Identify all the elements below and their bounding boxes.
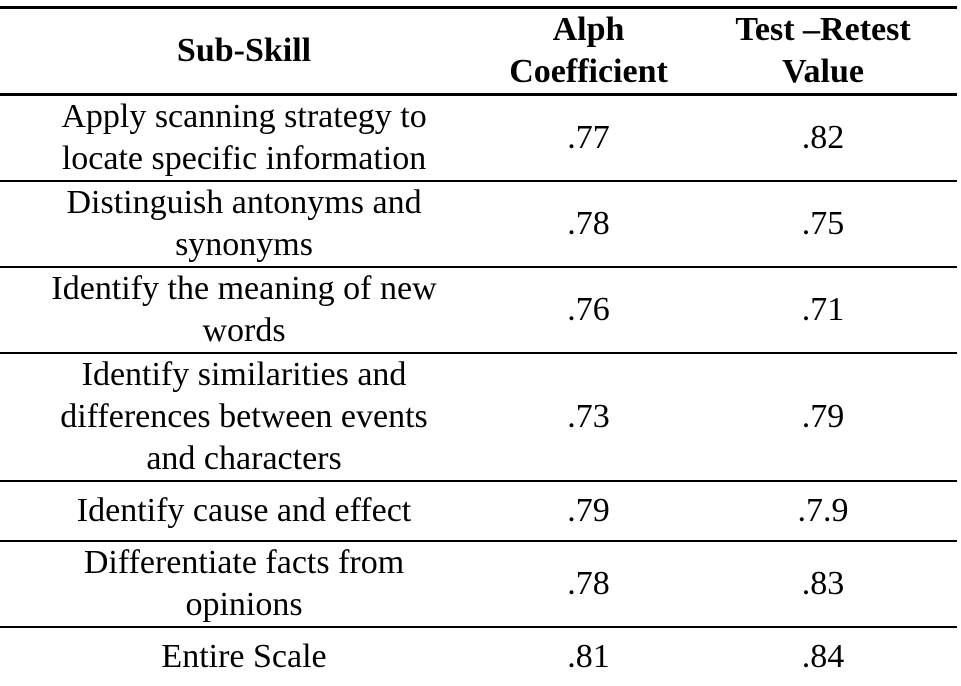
alpha-value-cell: .78 — [488, 541, 690, 628]
alpha-value-cell: .77 — [488, 94, 690, 182]
table-header: Sub-Skill Alph Coefficient Test –Retest … — [0, 7, 957, 96]
retest-value-cell: .75 — [689, 181, 957, 268]
table-row: Distinguish antonyms and synonyms .78 .7… — [0, 181, 957, 268]
col-header-alpha-coefficient: Alph Coefficient — [488, 7, 690, 96]
retest-value-cell: .7.9 — [689, 481, 957, 542]
alpha-value-cell: .73 — [488, 353, 690, 482]
col-header-sub-skill: Sub-Skill — [0, 7, 489, 96]
table-row: Identify the meaning of new words .76 .7… — [0, 267, 957, 354]
table-row: Identify similarities and differences be… — [0, 353, 957, 482]
retest-value-cell: .84 — [801, 638, 845, 675]
skill-cell: Identify cause and effect — [0, 481, 489, 542]
header-row: Sub-Skill Alph Coefficient Test –Retest … — [0, 7, 957, 96]
alpha-value-cell: .81 — [567, 638, 610, 675]
table-row: Identify cause and effect .79 .7.9 — [0, 481, 957, 542]
skill-cell: Apply scanning strategy to locate specif… — [0, 94, 489, 182]
reliability-table: Sub-Skill Alph Coefficient Test –Retest … — [0, 6, 957, 686]
skill-cell: Entire Scale — [161, 638, 327, 675]
alpha-value-cell: .76 — [488, 267, 690, 354]
table-row: Differentiate facts from opinions .78 .8… — [0, 541, 957, 628]
skill-cell: Differentiate facts from opinions — [0, 541, 489, 628]
table-body: Apply scanning strategy to locate specif… — [0, 94, 957, 686]
skill-cell: Identify similarities and differences be… — [0, 353, 489, 482]
skill-cell: Identify the meaning of new words — [0, 267, 489, 354]
col-header-test-retest-value: Test –Retest Value — [689, 7, 957, 96]
retest-value-cell: .71 — [689, 267, 957, 354]
skill-cell: Distinguish antonyms and synonyms — [0, 181, 489, 268]
table-row: Apply scanning strategy to locate specif… — [0, 94, 957, 182]
retest-value-cell: .82 — [689, 94, 957, 182]
retest-value-cell: .83 — [689, 541, 957, 628]
retest-value-cell: .79 — [689, 353, 957, 482]
alpha-value-cell: .78 — [488, 181, 690, 268]
alpha-value-cell: .79 — [488, 481, 690, 542]
table-row: Entire Scale .81 .84 — [0, 627, 957, 686]
